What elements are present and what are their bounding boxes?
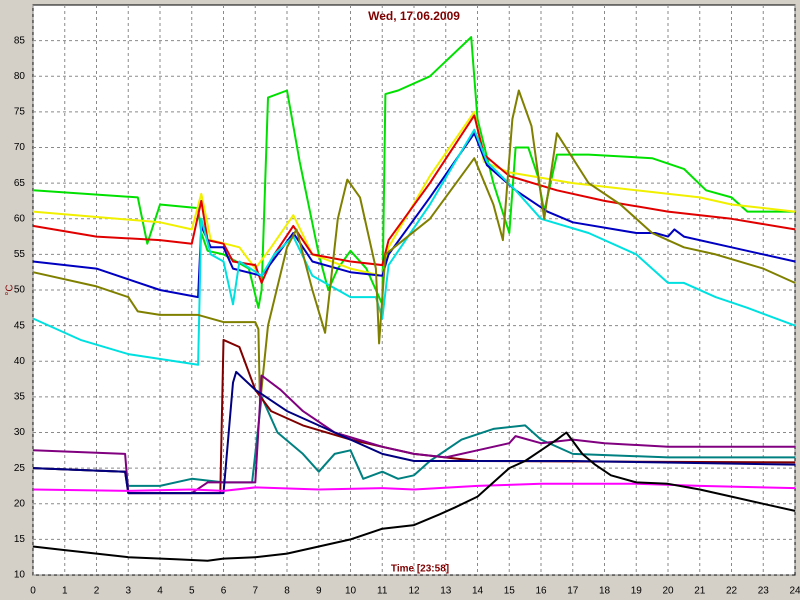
series-line (32, 128, 796, 366)
x-tick-label: 10 (345, 586, 357, 597)
lines (32, 36, 796, 562)
series-line (32, 482, 796, 492)
series-line (32, 370, 796, 495)
x-tick-label: 2 (94, 586, 100, 597)
x-tick-label: 12 (408, 586, 420, 597)
x-tick-label: 4 (157, 586, 163, 597)
series-line (32, 395, 795, 487)
y-tick-label: 70 (14, 142, 26, 153)
x-tick-label: 15 (504, 586, 516, 597)
series-line (32, 89, 796, 405)
x-tick-label: 7 (252, 586, 258, 597)
x-tick-label: 6 (221, 586, 227, 597)
x-tick-label: 13 (440, 586, 452, 597)
grid (32, 5, 796, 576)
x-tick-label: 22 (726, 586, 738, 597)
x-tick-label: 21 (694, 586, 706, 597)
x-tick-label: 20 (662, 586, 674, 597)
y-tick-label: 65 (14, 178, 26, 189)
y-tick-label: 10 (14, 570, 26, 581)
y-tick-label: 50 (14, 285, 26, 296)
x-tick-label: 17 (567, 586, 579, 597)
y-tick-label: 60 (14, 213, 26, 224)
y-tick-label: 75 (14, 107, 26, 118)
y-tick-label: 15 (14, 534, 26, 545)
y-tick-label: 80 (14, 71, 26, 82)
x-tick-label: 14 (472, 586, 484, 597)
x-tick-label: 16 (535, 586, 547, 597)
x-tick-label: 1 (62, 586, 68, 597)
y-tick-label: 25 (14, 463, 26, 474)
y-tick-label: 85 (14, 35, 26, 46)
series-line (32, 110, 796, 277)
y-tick-label: 55 (14, 249, 26, 260)
x-tick-label: 8 (284, 586, 290, 597)
x-tick-label: 24 (789, 586, 800, 597)
series-line (32, 114, 796, 284)
y-tick-label: 40 (14, 356, 26, 367)
x-tick-label: 9 (316, 586, 322, 597)
chart-title: Wed, 17.06.2009 (368, 9, 460, 23)
x-tick-label: 23 (758, 586, 770, 597)
series-line (32, 36, 795, 309)
y-tick-label: 30 (14, 427, 26, 438)
x-tick-label: 5 (189, 586, 195, 597)
x-axis-label: Time [23:58] (391, 564, 449, 575)
x-tick-label: 18 (599, 586, 611, 597)
x-tick-label: 11 (377, 586, 388, 597)
y-tick-label: 45 (14, 320, 26, 331)
x-tick-label: 19 (631, 586, 643, 597)
y-axis-label: °C (5, 284, 16, 295)
series-line (32, 431, 796, 562)
y-tick-label: 35 (14, 392, 26, 403)
x-tick-label: 0 (30, 586, 36, 597)
y-tick-label: 20 (14, 498, 26, 509)
x-tick-label: 3 (125, 586, 131, 597)
